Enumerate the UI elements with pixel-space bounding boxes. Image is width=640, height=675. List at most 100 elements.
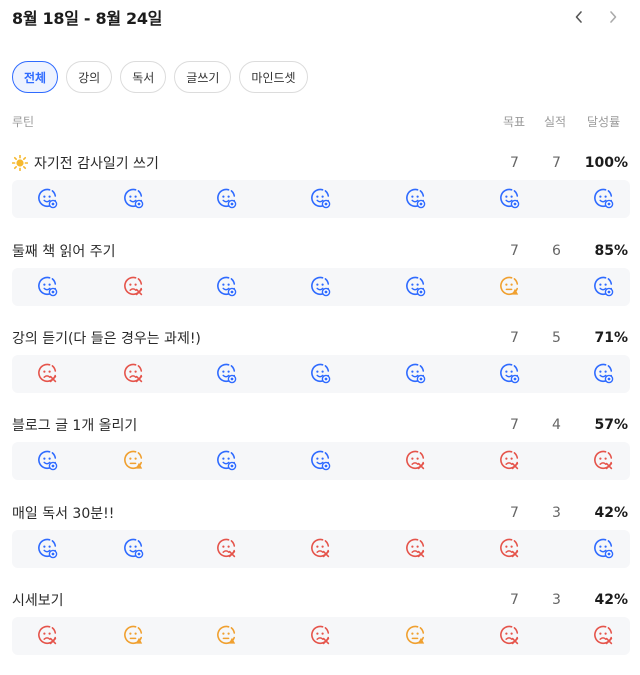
routine-header: 강의 듣기(다 들은 경우는 과제!) 7 5 71%: [12, 327, 630, 349]
column-routine: 루틴: [12, 115, 35, 129]
success-face-icon[interactable]: [309, 275, 333, 299]
routine-header: 자기전 감사일기 쓰기 7 7 100%: [12, 152, 630, 174]
routine-name-text: 둘째 책 읽어 주기: [12, 244, 116, 260]
week-nav: [572, 7, 620, 27]
routine-row[interactable]: 자기전 감사일기 쓰기 7 7 100%: [12, 152, 630, 218]
day-strip: [12, 355, 630, 393]
tab-writing[interactable]: 글쓰기: [174, 61, 232, 93]
routine-header: 매일 독서 30분!! 7 3 42%: [12, 502, 630, 524]
success-face-icon[interactable]: [592, 275, 616, 299]
success-face-icon[interactable]: [592, 187, 616, 211]
tab-mindset[interactable]: 마인드셋: [239, 61, 308, 93]
day-strip: [12, 268, 630, 306]
fail-face-icon[interactable]: [215, 537, 239, 561]
routine-actual: 3: [552, 592, 561, 608]
day-strip: [12, 442, 630, 480]
success-face-icon[interactable]: [498, 362, 522, 386]
tab-all[interactable]: 전체: [12, 61, 59, 93]
fail-face-icon[interactable]: [404, 449, 428, 473]
routine-goal: 7: [510, 243, 519, 259]
routine-rate: 100%: [584, 155, 628, 171]
fail-face-icon[interactable]: [122, 362, 146, 386]
routine-header: 블로그 글 1개 올리기 7 4 57%: [12, 414, 630, 436]
partial-face-icon[interactable]: [404, 624, 428, 648]
routine-goal: 7: [510, 417, 519, 433]
chevron-right-icon[interactable]: [606, 7, 620, 27]
chevron-left-icon[interactable]: [572, 7, 586, 27]
success-face-icon[interactable]: [122, 537, 146, 561]
fail-face-icon[interactable]: [309, 624, 333, 648]
success-face-icon[interactable]: [309, 362, 333, 386]
day-strip: [12, 530, 630, 568]
success-face-icon[interactable]: [215, 275, 239, 299]
routine-name-text: 블로그 글 1개 올리기: [12, 418, 138, 434]
success-face-icon[interactable]: [309, 187, 333, 211]
fail-face-icon[interactable]: [122, 275, 146, 299]
routine-name-text: 매일 독서 30분!!: [12, 506, 115, 522]
routine-actual: 5: [552, 330, 561, 346]
routine-goal: 7: [510, 330, 519, 346]
routine-name-text: 자기전 감사일기 쓰기: [34, 156, 159, 172]
fail-face-icon[interactable]: [592, 624, 616, 648]
partial-face-icon[interactable]: [122, 449, 146, 473]
fail-face-icon[interactable]: [498, 624, 522, 648]
success-face-icon[interactable]: [36, 187, 60, 211]
routine-actual: 6: [552, 243, 561, 259]
success-face-icon[interactable]: [404, 275, 428, 299]
category-tabs: 전체 강의 독서 글쓰기 마인드셋: [12, 61, 308, 93]
routine-name-text: 강의 듣기(다 들은 경우는 과제!): [12, 331, 201, 347]
success-face-icon[interactable]: [215, 449, 239, 473]
fail-face-icon[interactable]: [36, 624, 60, 648]
fail-face-icon[interactable]: [404, 537, 428, 561]
routine-rate: 42%: [594, 592, 628, 608]
routine-name: 매일 독서 30분!!: [12, 503, 114, 523]
routine-name: 블로그 글 1개 올리기: [12, 415, 137, 435]
success-face-icon[interactable]: [36, 449, 60, 473]
fail-face-icon[interactable]: [36, 362, 60, 386]
success-face-icon[interactable]: [592, 362, 616, 386]
routine-rate: 57%: [594, 417, 628, 433]
success-face-icon[interactable]: [215, 362, 239, 386]
success-face-icon[interactable]: [122, 187, 146, 211]
fail-face-icon[interactable]: [592, 449, 616, 473]
routine-row[interactable]: 블로그 글 1개 올리기 7 4 57%: [12, 414, 630, 480]
routine-name: 시세보기: [12, 590, 64, 610]
routine-goal: 7: [510, 505, 519, 521]
week-title: 8월 18일 - 8월 24일: [12, 9, 163, 28]
routine-name: 둘째 책 읽어 주기: [12, 241, 116, 261]
column-rate: 달성률: [587, 115, 621, 129]
routine-row[interactable]: 강의 듣기(다 들은 경우는 과제!) 7 5 71%: [12, 327, 630, 393]
tab-reading[interactable]: 독서: [120, 61, 167, 93]
header: 8월 18일 - 8월 24일: [12, 6, 626, 28]
fail-face-icon[interactable]: [309, 537, 333, 561]
success-face-icon[interactable]: [404, 362, 428, 386]
sun-icon: [12, 155, 28, 171]
routine-header: 시세보기 7 3 42%: [12, 589, 630, 611]
success-face-icon[interactable]: [215, 187, 239, 211]
routine-row[interactable]: 둘째 책 읽어 주기 7 6 85%: [12, 240, 630, 306]
success-face-icon[interactable]: [36, 275, 60, 299]
column-actual: 실적: [544, 115, 567, 129]
routine-header: 둘째 책 읽어 주기 7 6 85%: [12, 240, 630, 262]
partial-face-icon[interactable]: [215, 624, 239, 648]
success-face-icon[interactable]: [309, 449, 333, 473]
success-face-icon[interactable]: [592, 537, 616, 561]
success-face-icon[interactable]: [404, 187, 428, 211]
routine-row[interactable]: 매일 독서 30분!! 7 3 42%: [12, 502, 630, 568]
routine-goal: 7: [510, 155, 519, 171]
routine-name: 자기전 감사일기 쓰기: [12, 153, 159, 173]
tab-lecture[interactable]: 강의: [66, 61, 113, 93]
fail-face-icon[interactable]: [498, 537, 522, 561]
day-strip: [12, 180, 630, 218]
fail-face-icon[interactable]: [498, 449, 522, 473]
routine-name: 강의 듣기(다 들은 경우는 과제!): [12, 328, 201, 348]
partial-face-icon[interactable]: [122, 624, 146, 648]
success-face-icon[interactable]: [36, 537, 60, 561]
routine-actual: 3: [552, 505, 561, 521]
routine-rate: 42%: [594, 505, 628, 521]
partial-face-icon[interactable]: [498, 275, 522, 299]
routine-rate: 85%: [594, 243, 628, 259]
column-goal: 목표: [503, 115, 526, 129]
routine-row[interactable]: 시세보기 7 3 42%: [12, 589, 630, 655]
success-face-icon[interactable]: [498, 187, 522, 211]
